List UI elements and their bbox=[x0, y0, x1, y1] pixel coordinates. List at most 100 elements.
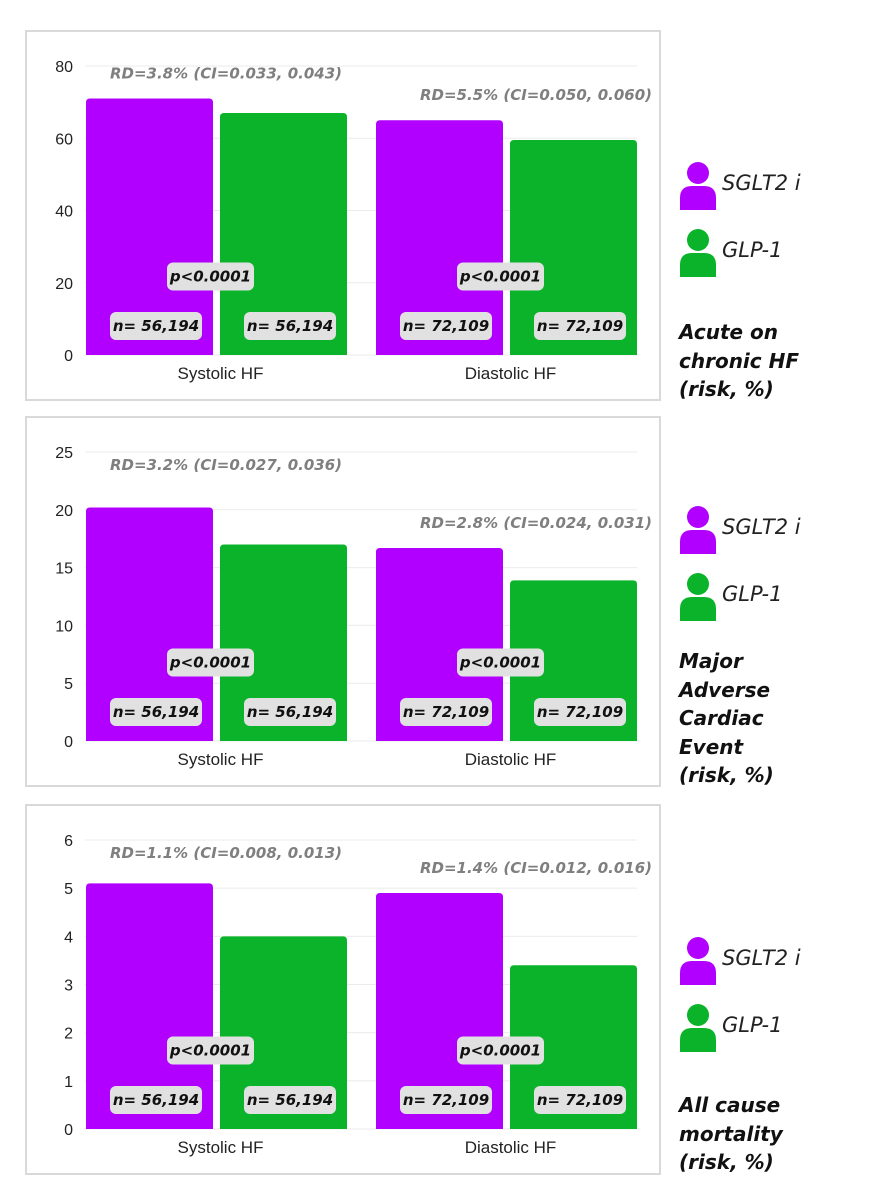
y-tick-label: 0 bbox=[64, 348, 73, 365]
metric-line: Adverse bbox=[679, 677, 771, 702]
metric-label-mortality: All cause mortality (risk, %) bbox=[679, 1091, 869, 1177]
p-value-label: p<0.0001 bbox=[169, 654, 251, 672]
x-category-label: Systolic HF bbox=[178, 364, 264, 383]
n-label: n= 72,109 bbox=[537, 703, 623, 721]
bar-sglt2 bbox=[86, 507, 213, 741]
rd-label: RD=1.4% (CI=0.012, 0.016) bbox=[420, 859, 652, 877]
legend-label-glp1: GLP-1 bbox=[722, 582, 783, 606]
bar-sglt2 bbox=[86, 883, 213, 1129]
metric-line: chronic HF bbox=[679, 348, 800, 373]
n-label: n= 56,194 bbox=[247, 703, 333, 721]
metric-label-acute-hf: Acute on chronic HF (risk, %) bbox=[679, 318, 869, 404]
n-badge bbox=[110, 1086, 202, 1114]
rd-label: RD=3.2% (CI=0.027, 0.036) bbox=[110, 456, 342, 474]
n-badge bbox=[534, 698, 626, 726]
bar-chart-mace: 0 5 10 15 20 25 n= 56,194 n= 56,194 p<0.0001 RD=3… bbox=[55, 445, 652, 769]
person-icon bbox=[680, 573, 716, 621]
person-icon bbox=[680, 229, 716, 277]
p-value-label: p<0.0001 bbox=[169, 268, 251, 286]
n-badge bbox=[244, 698, 336, 726]
metric-label-mace: Major Adverse Cardiac Event (risk, %) bbox=[679, 647, 869, 790]
p-value-label: p<0.0001 bbox=[459, 654, 541, 672]
y-tick-label: 80 bbox=[55, 59, 73, 76]
n-label: n= 56,194 bbox=[247, 317, 333, 335]
bar-sglt2 bbox=[376, 892, 503, 1129]
rd-label: RD=5.5% (CI=0.050, 0.060) bbox=[420, 86, 652, 104]
y-tick-label: 3 bbox=[64, 978, 73, 995]
y-tick-label: 2 bbox=[64, 1026, 73, 1043]
x-category-label: Diastolic HF bbox=[465, 750, 557, 769]
bar-glp1 bbox=[510, 140, 637, 355]
y-tick-label: 5 bbox=[64, 881, 73, 898]
y-tick-label: 10 bbox=[55, 618, 73, 635]
chart-panel-acute-hf: 0 20 40 60 80 n= 56,194 n= 56,194 p<0.0001 RD=3.… bbox=[25, 30, 661, 401]
n-badge bbox=[400, 312, 492, 340]
y-tick-label: 5 bbox=[64, 676, 73, 693]
metric-line: mortality bbox=[679, 1121, 783, 1146]
p-value-label: p<0.0001 bbox=[459, 268, 541, 286]
n-badge bbox=[110, 312, 202, 340]
n-label: n= 56,194 bbox=[113, 1091, 199, 1109]
metric-line: Event bbox=[679, 734, 744, 759]
legend-item-glp1: GLP-1 bbox=[678, 227, 878, 277]
p-value-badge bbox=[457, 648, 544, 677]
y-tick-label: 1 bbox=[64, 1074, 73, 1091]
metric-line: Major bbox=[679, 649, 743, 673]
chart-panel-mortality: 0 1 2 3 4 5 6 n= 56,194 n= 56,194 p<0.0001 RD=1.1%… bbox=[25, 804, 661, 1175]
legend-item-sglt2: SGLT2 i bbox=[678, 504, 878, 554]
n-badge bbox=[400, 698, 492, 726]
n-badge bbox=[110, 698, 202, 726]
p-value-badge bbox=[167, 1036, 254, 1065]
n-badge bbox=[534, 312, 626, 340]
p-value-label: p<0.0001 bbox=[169, 1042, 251, 1060]
metric-line: Acute on bbox=[679, 320, 779, 344]
y-tick-label: 4 bbox=[64, 929, 73, 946]
bar-sglt2 bbox=[86, 98, 213, 355]
person-icon bbox=[680, 1004, 716, 1052]
p-value-badge bbox=[457, 1036, 544, 1065]
metric-line: (risk, %) bbox=[679, 763, 774, 787]
y-tick-label: 0 bbox=[64, 734, 73, 751]
y-tick-label: 25 bbox=[55, 445, 73, 462]
x-category-label: Diastolic HF bbox=[465, 364, 557, 383]
chart-panel-mace: 0 5 10 15 20 25 n= 56,194 n= 56,194 p<0.0001 RD=3… bbox=[25, 416, 661, 787]
legend-label-sglt2: SGLT2 i bbox=[722, 515, 801, 539]
n-badge bbox=[244, 1086, 336, 1114]
rd-label: RD=2.8% (CI=0.024, 0.031) bbox=[420, 514, 652, 532]
bar-glp1 bbox=[220, 544, 347, 741]
n-badge bbox=[534, 1086, 626, 1114]
n-label: n= 72,109 bbox=[403, 317, 489, 335]
metric-line: (risk, %) bbox=[679, 1150, 774, 1174]
legend-item-glp1: GLP-1 bbox=[678, 1002, 878, 1052]
legend-item-sglt2: SGLT2 i bbox=[678, 160, 878, 210]
y-tick-label: 60 bbox=[55, 131, 73, 148]
metric-line: (risk, %) bbox=[679, 377, 774, 401]
n-label: n= 56,194 bbox=[113, 703, 199, 721]
person-icon bbox=[680, 506, 716, 554]
x-category-label: Diastolic HF bbox=[465, 1138, 557, 1157]
y-tick-label: 0 bbox=[64, 1122, 73, 1139]
y-tick-label: 15 bbox=[55, 561, 73, 578]
bar-chart-mortality: 0 1 2 3 4 5 6 n= 56,194 n= 56,194 p<0.0001 RD=1.1%… bbox=[64, 833, 652, 1157]
y-tick-label: 40 bbox=[55, 204, 73, 221]
rd-label: RD=1.1% (CI=0.008, 0.013) bbox=[110, 844, 342, 862]
x-category-label: Systolic HF bbox=[178, 1138, 264, 1157]
n-badge bbox=[244, 312, 336, 340]
p-value-badge bbox=[167, 262, 254, 291]
legend-label-sglt2: SGLT2 i bbox=[722, 171, 801, 195]
legend-item-glp1: GLP-1 bbox=[678, 571, 878, 621]
p-value-badge bbox=[167, 648, 254, 677]
bar-glp1 bbox=[220, 112, 347, 356]
person-icon bbox=[680, 162, 716, 210]
metric-line: Cardiac bbox=[679, 706, 764, 730]
legend-label-sglt2: SGLT2 i bbox=[722, 946, 801, 970]
bar-chart-acute-hf: 0 20 40 60 80 n= 56,194 n= 56,194 p<0.0001 RD=3.… bbox=[55, 59, 652, 383]
legend-label-glp1: GLP-1 bbox=[722, 238, 783, 262]
p-value-label: p<0.0001 bbox=[459, 1042, 541, 1060]
y-tick-label: 6 bbox=[64, 833, 73, 850]
bar-glp1 bbox=[220, 936, 347, 1129]
bar-sglt2 bbox=[376, 120, 503, 355]
n-label: n= 72,109 bbox=[403, 703, 489, 721]
n-label: n= 72,109 bbox=[537, 1091, 623, 1109]
p-value-badge bbox=[457, 262, 544, 291]
